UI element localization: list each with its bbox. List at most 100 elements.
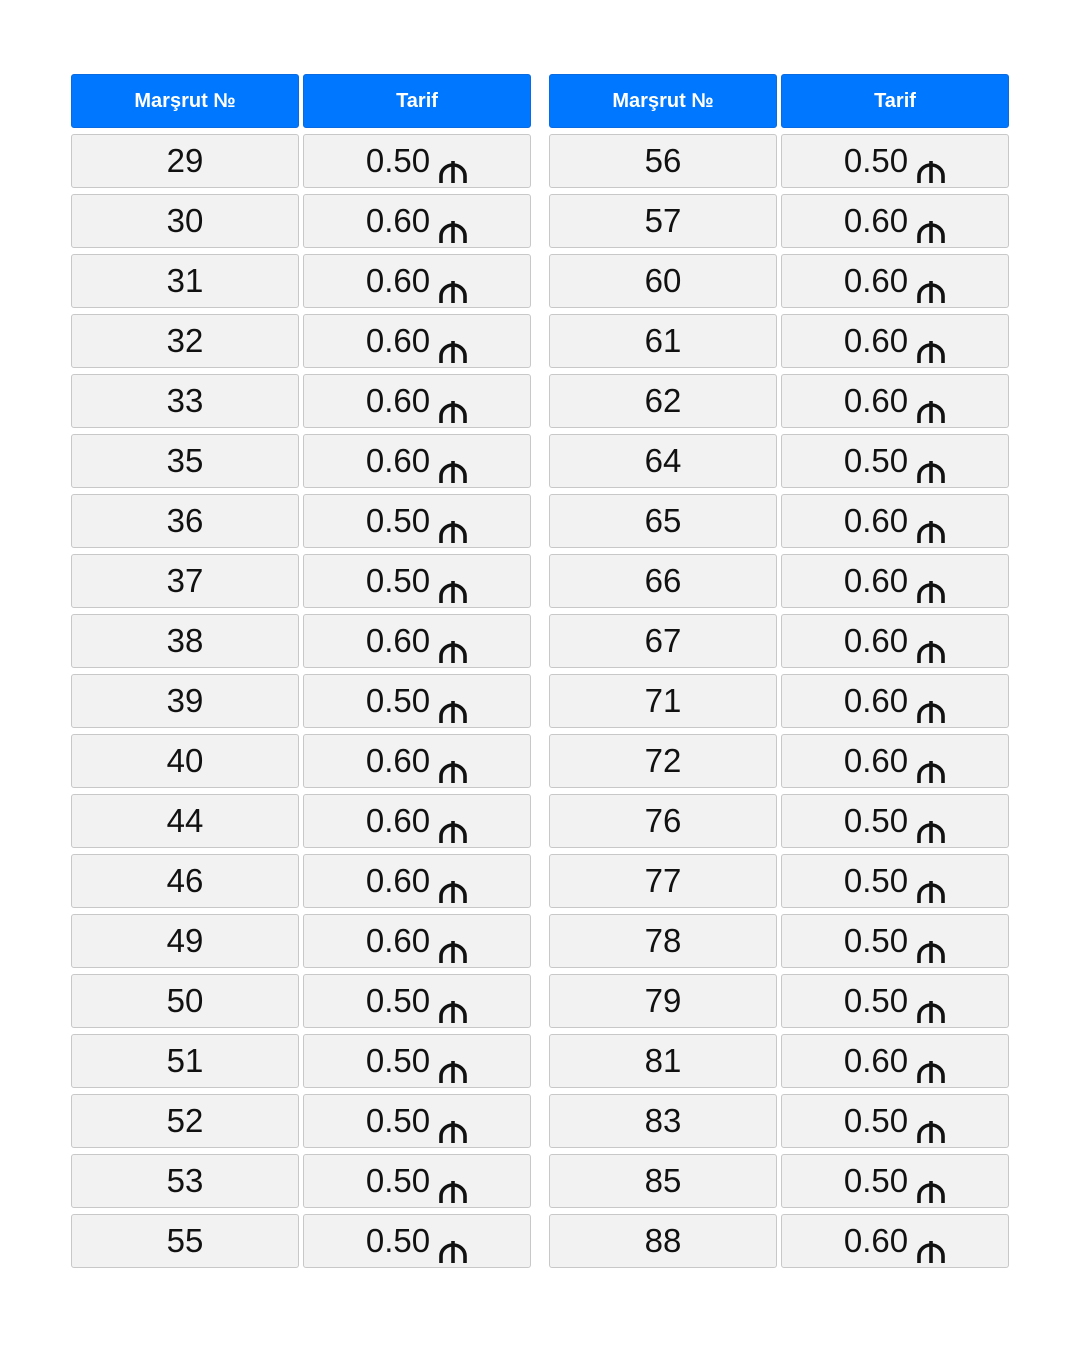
- fare-value: 0.60: [365, 802, 431, 839]
- fare-cell: 0.50: [781, 434, 1009, 488]
- route-number-cell: 36: [71, 494, 299, 548]
- fare-cell: 0.60: [303, 374, 531, 428]
- fare-cell: 0.60: [781, 1214, 1009, 1268]
- fare-value: 0.60: [365, 262, 431, 299]
- fare-value: 0.60: [843, 1042, 909, 1079]
- route-number-cell: 83: [549, 1094, 777, 1148]
- fare-cell: 0.50: [303, 974, 531, 1028]
- fare-cell: 0.50: [781, 974, 1009, 1028]
- manat-sign-icon: [438, 933, 468, 963]
- route-number-cell: 64: [549, 434, 777, 488]
- route-number-cell: 67: [549, 614, 777, 668]
- fare-value: 0.50: [843, 802, 909, 839]
- fare-cell: 0.60: [303, 734, 531, 788]
- route-number-cell: 33: [71, 374, 299, 428]
- table-row: 32 0.60: [71, 314, 531, 368]
- table-row: 65 0.60: [549, 494, 1009, 548]
- route-number-cell: 78: [549, 914, 777, 968]
- manat-sign-icon: [438, 273, 468, 303]
- fare-value: 0.50: [365, 1162, 431, 1199]
- manat-sign-icon: [916, 153, 946, 183]
- manat-sign-icon: [916, 573, 946, 603]
- manat-sign-icon: [438, 633, 468, 663]
- manat-sign-icon: [916, 273, 946, 303]
- fare-value: 0.60: [843, 1222, 909, 1259]
- route-number-cell: 60: [549, 254, 777, 308]
- fare-cell: 0.60: [781, 494, 1009, 548]
- table-row: 72 0.60: [549, 734, 1009, 788]
- table-row: 71 0.60: [549, 674, 1009, 728]
- table-row: 60 0.60: [549, 254, 1009, 308]
- fare-value: 0.60: [365, 382, 431, 419]
- table-row: 52 0.50: [71, 1094, 531, 1148]
- route-number-cell: 52: [71, 1094, 299, 1148]
- fare-value: 0.50: [365, 982, 431, 1019]
- fare-value: 0.60: [843, 622, 909, 659]
- manat-sign-icon: [438, 453, 468, 483]
- manat-sign-icon: [916, 1113, 946, 1143]
- fare-value: 0.60: [843, 502, 909, 539]
- fare-value: 0.60: [843, 322, 909, 359]
- table-row: 40 0.60: [71, 734, 531, 788]
- route-number-cell: 38: [71, 614, 299, 668]
- table-row: 88 0.60: [549, 1214, 1009, 1268]
- route-number-cell: 76: [549, 794, 777, 848]
- table-row: 81 0.60: [549, 1034, 1009, 1088]
- table-row: 67 0.60: [549, 614, 1009, 668]
- column-header-route[interactable]: Marşrut №: [71, 74, 299, 128]
- table-row: 30 0.60: [71, 194, 531, 248]
- column-header-fare[interactable]: Tarif: [781, 74, 1009, 128]
- table-row: 76 0.50: [549, 794, 1009, 848]
- manat-sign-icon: [438, 213, 468, 243]
- manat-sign-icon: [916, 993, 946, 1023]
- fare-cell: 0.60: [303, 914, 531, 968]
- route-number-cell: 88: [549, 1214, 777, 1268]
- manat-sign-icon: [916, 1233, 946, 1263]
- fare-cell: 0.60: [781, 194, 1009, 248]
- column-header-fare[interactable]: Tarif: [303, 74, 531, 128]
- manat-sign-icon: [438, 813, 468, 843]
- fare-value: 0.60: [365, 322, 431, 359]
- fare-cell: 0.60: [303, 794, 531, 848]
- table-row: 83 0.50: [549, 1094, 1009, 1148]
- route-number-cell: 72: [549, 734, 777, 788]
- fare-value: 0.50: [365, 1222, 431, 1259]
- fare-cell: 0.60: [303, 194, 531, 248]
- manat-sign-icon: [438, 693, 468, 723]
- manat-sign-icon: [438, 1053, 468, 1083]
- table-row: 46 0.60: [71, 854, 531, 908]
- fare-value: 0.50: [365, 1042, 431, 1079]
- fare-value: 0.60: [843, 202, 909, 239]
- manat-sign-icon: [916, 813, 946, 843]
- fare-cell: 0.50: [303, 1154, 531, 1208]
- table-row: 66 0.60: [549, 554, 1009, 608]
- table-row: 56 0.50: [549, 134, 1009, 188]
- fare-cell: 0.50: [781, 1094, 1009, 1148]
- manat-sign-icon: [916, 333, 946, 363]
- manat-sign-icon: [438, 393, 468, 423]
- column-header-route[interactable]: Marşrut №: [549, 74, 777, 128]
- table-row: 50 0.50: [71, 974, 531, 1028]
- fare-value: 0.50: [843, 442, 909, 479]
- fare-cell: 0.50: [781, 134, 1009, 188]
- fare-value: 0.60: [365, 742, 431, 779]
- route-number-cell: 31: [71, 254, 299, 308]
- fare-cell: 0.60: [781, 374, 1009, 428]
- route-number-cell: 49: [71, 914, 299, 968]
- manat-sign-icon: [438, 1173, 468, 1203]
- route-number-cell: 50: [71, 974, 299, 1028]
- fare-cell: 0.50: [781, 914, 1009, 968]
- table-row: 31 0.60: [71, 254, 531, 308]
- route-number-cell: 51: [71, 1034, 299, 1088]
- manat-sign-icon: [438, 153, 468, 183]
- fare-cell: 0.50: [781, 854, 1009, 908]
- route-number-cell: 44: [71, 794, 299, 848]
- manat-sign-icon: [916, 633, 946, 663]
- fare-table-right: Marşrut № Tarif 56 0.50 57 0.60 60 0.60 …: [549, 74, 1009, 1274]
- manat-sign-icon: [916, 933, 946, 963]
- fare-value: 0.50: [843, 1102, 909, 1139]
- fare-value: 0.60: [365, 202, 431, 239]
- table-row: 51 0.50: [71, 1034, 531, 1088]
- route-number-cell: 40: [71, 734, 299, 788]
- table-row: 44 0.60: [71, 794, 531, 848]
